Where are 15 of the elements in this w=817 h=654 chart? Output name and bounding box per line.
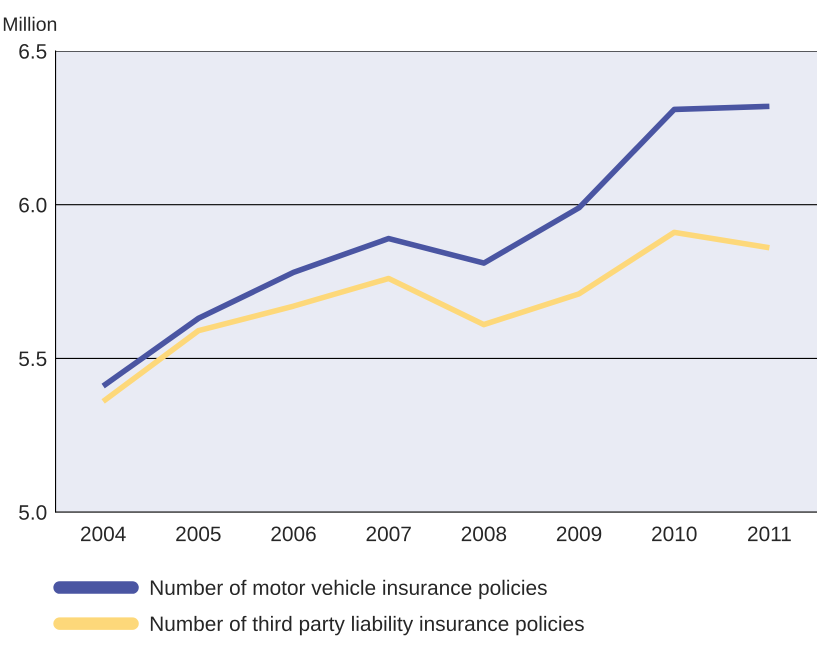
y-axis-title: Million [4,16,56,32]
legend-label: Number of motor vehicle insurance policies [150,580,547,600]
y-tick-label: 6.0 [19,198,46,212]
x-tick-label: 2010 [652,526,697,542]
x-tick-label: 2006 [271,526,316,542]
y-tick-label: 5.0 [19,505,46,520]
x-tick-label: 2004 [81,526,126,542]
x-tick-label: 2011 [748,526,791,542]
y-tick-label: 6.5 [19,44,46,59]
legend-label: Number of third party liability insurance policies [150,616,584,636]
x-tick-label: 2007 [366,526,411,542]
x-tick-label: 2008 [462,526,506,542]
x-tick-label: 2005 [176,526,221,542]
y-tick-label: 5.5 [19,352,46,366]
x-tick-label: 2009 [556,526,602,542]
